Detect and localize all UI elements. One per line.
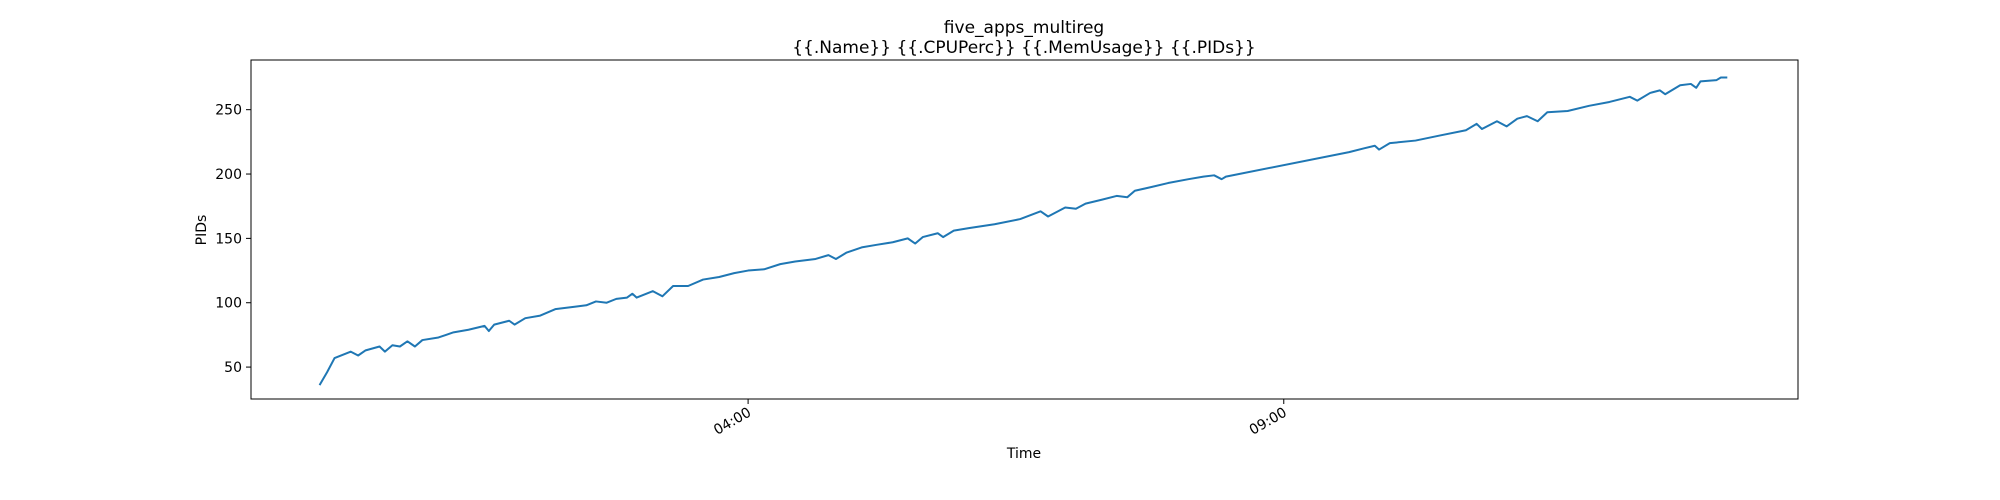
chart-subtitle: {{.Name}} {{.CPUPerc}} {{.MemUsage}} {{.… <box>792 38 1256 58</box>
y-axis-label: PIDs <box>194 215 210 246</box>
y-tick-label: 200 <box>215 167 242 183</box>
x-axis-label: Time <box>1006 446 1041 462</box>
x-tick-label: 04:00 <box>711 405 754 439</box>
y-tick-label: 250 <box>215 103 242 119</box>
y-tick-label: 150 <box>215 231 242 247</box>
plot-frame <box>250 59 1799 400</box>
y-tick-label: 100 <box>215 296 242 312</box>
x-tick-label: 09:00 <box>1247 405 1290 439</box>
data-line <box>318 76 1728 386</box>
chart-title: five_apps_multireg <box>944 18 1104 38</box>
y-tick-label: 50 <box>224 360 242 376</box>
